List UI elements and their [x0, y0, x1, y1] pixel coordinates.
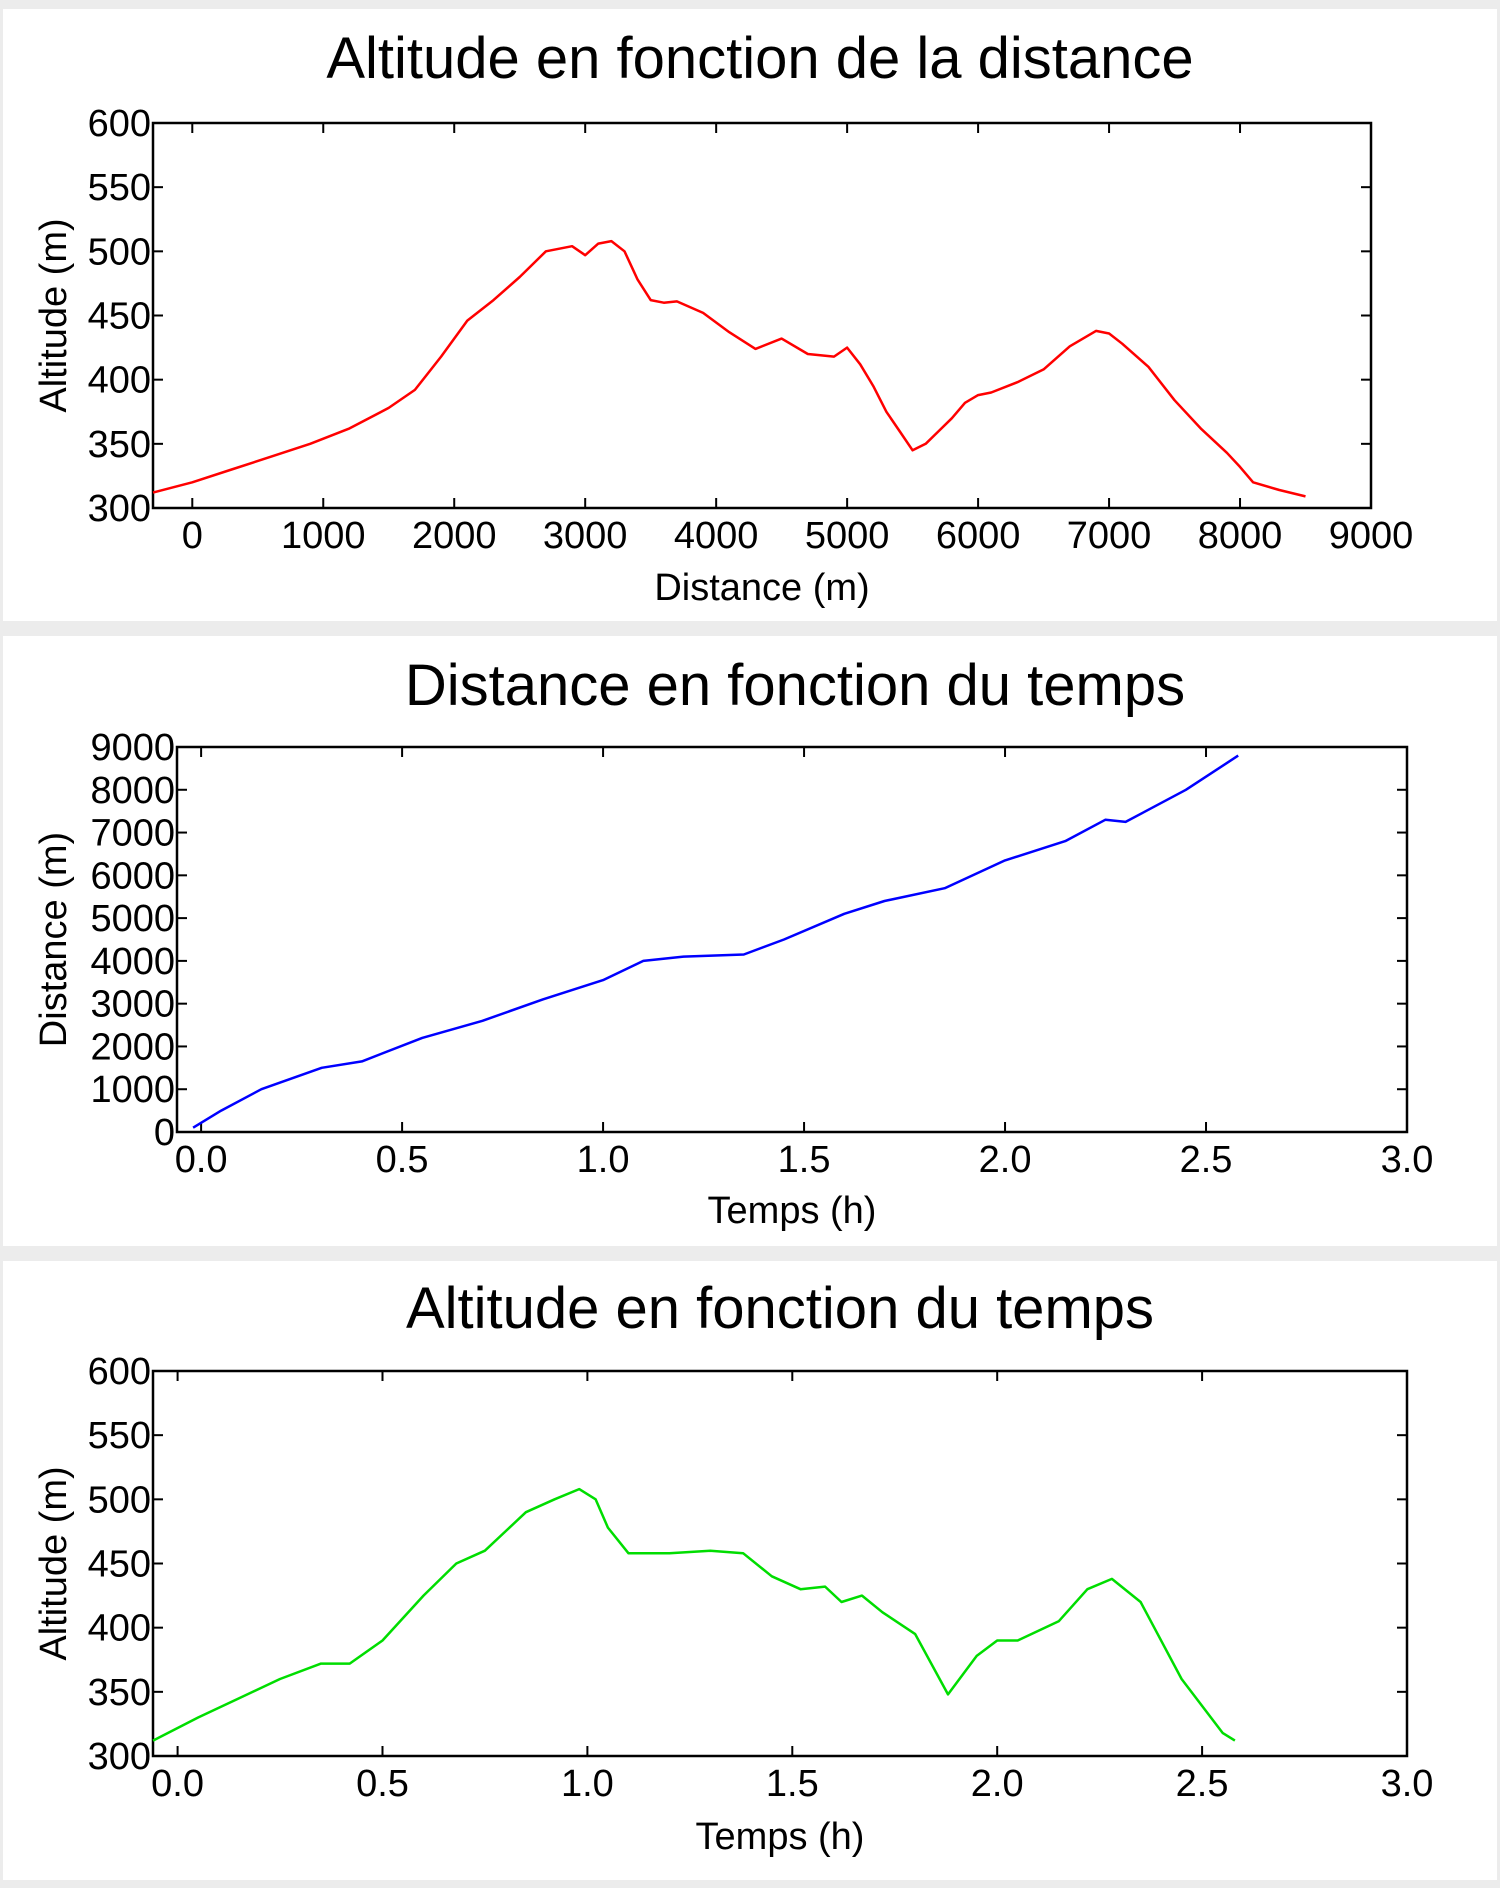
- y-tick-label: 300: [88, 488, 151, 530]
- series-line-1: [192, 754, 1239, 1129]
- plot-frame: [175, 745, 1409, 1134]
- y-tick-label: 600: [88, 1351, 151, 1393]
- x-tick-label: 0.0: [151, 1763, 204, 1805]
- plot-frame: [151, 1369, 1409, 1758]
- x-tick-label: 2.0: [971, 1763, 1024, 1805]
- y-axis-label: Altitude (m): [33, 1466, 75, 1660]
- y-tick-label: 300: [88, 1736, 151, 1778]
- x-tick-label: 0.5: [376, 1139, 429, 1181]
- x-axis-label: Temps (h): [708, 1190, 877, 1232]
- x-tick-label: 6000: [936, 515, 1021, 557]
- y-tick-label: 400: [88, 1608, 151, 1650]
- x-axis-label: Distance (m): [654, 567, 869, 609]
- y-tick-label: 6000: [90, 855, 175, 897]
- x-tick-label: 2000: [412, 515, 497, 557]
- y-tick-label: 0: [154, 1112, 175, 1154]
- x-axis-label: Temps (h): [696, 1816, 865, 1858]
- chart-panel-2: [3, 636, 1497, 1246]
- x-tick-label: 1.0: [561, 1763, 614, 1805]
- series-line-1: [152, 239, 1306, 498]
- chart-panel-3: [3, 1261, 1497, 1880]
- x-tick-label: 2.5: [1176, 1763, 1229, 1805]
- y-tick-label: 500: [88, 1479, 151, 1521]
- y-tick-label: 9000: [90, 727, 175, 769]
- y-tick-label: 8000: [90, 770, 175, 812]
- y-tick-label: 400: [88, 360, 151, 402]
- chart-title: Distance en fonction du temps: [405, 653, 1185, 718]
- x-tick-label: 1000: [281, 515, 366, 557]
- plot-frame: [151, 121, 1373, 510]
- x-tick-label: 3.0: [1381, 1763, 1434, 1805]
- x-tick-label: 3.0: [1381, 1139, 1434, 1181]
- y-tick-label: 350: [88, 424, 151, 466]
- y-tick-label: 450: [88, 296, 151, 338]
- x-tick-label: 2.0: [979, 1139, 1032, 1181]
- x-tick-label: 8000: [1198, 515, 1283, 557]
- x-tick-label: 1.5: [766, 1763, 819, 1805]
- y-tick-label: 4000: [90, 941, 175, 983]
- chart-3: Altitude en fonction du temps 0.0 0.5 1.0 1.…: [33, 1276, 1433, 1858]
- x-tick-label: 3000: [543, 515, 628, 557]
- x-tick-label: 2.5: [1180, 1139, 1233, 1181]
- y-axis-label: Distance (m): [33, 832, 75, 1047]
- x-tick-label: 7000: [1067, 515, 1152, 557]
- y-tick-label: 600: [88, 103, 151, 145]
- chart-2: Distance en fonction du temps 0.0 0.5 1.0 1.…: [33, 653, 1433, 1232]
- x-tick-label: 0.0: [175, 1139, 228, 1181]
- x-tick-label: 4000: [674, 515, 759, 557]
- y-tick-label: 1000: [90, 1069, 175, 1111]
- y-tick-label: 7000: [90, 813, 175, 855]
- y-tick-label: 3000: [90, 984, 175, 1026]
- x-tick-label: 0.5: [356, 1763, 409, 1805]
- x-tick-label: 0: [182, 515, 203, 557]
- y-tick-label: 5000: [90, 898, 175, 940]
- y-tick-label: 2000: [90, 1026, 175, 1068]
- chart-title: Altitude en fonction de la distance: [326, 26, 1193, 91]
- x-tick-label: 5000: [805, 515, 890, 557]
- y-tick-label: 450: [88, 1544, 151, 1586]
- y-tick-label: 500: [88, 231, 151, 273]
- x-tick-label: 1.5: [778, 1139, 831, 1181]
- y-tick-label: 550: [88, 167, 151, 209]
- chart-panel-1: [3, 9, 1497, 621]
- x-tick-label: 1.0: [577, 1139, 630, 1181]
- chart-1: Altitude en fonction de la distance 0 1000…: [33, 26, 1413, 609]
- y-tick-label: 350: [88, 1672, 151, 1714]
- x-tick-label: 9000: [1329, 515, 1414, 557]
- y-tick-label: 550: [88, 1415, 151, 1457]
- chart-title: Altitude en fonction du temps: [406, 1276, 1154, 1341]
- y-axis-label: Altitude (m): [33, 218, 75, 412]
- series-line-1: [152, 1487, 1236, 1742]
